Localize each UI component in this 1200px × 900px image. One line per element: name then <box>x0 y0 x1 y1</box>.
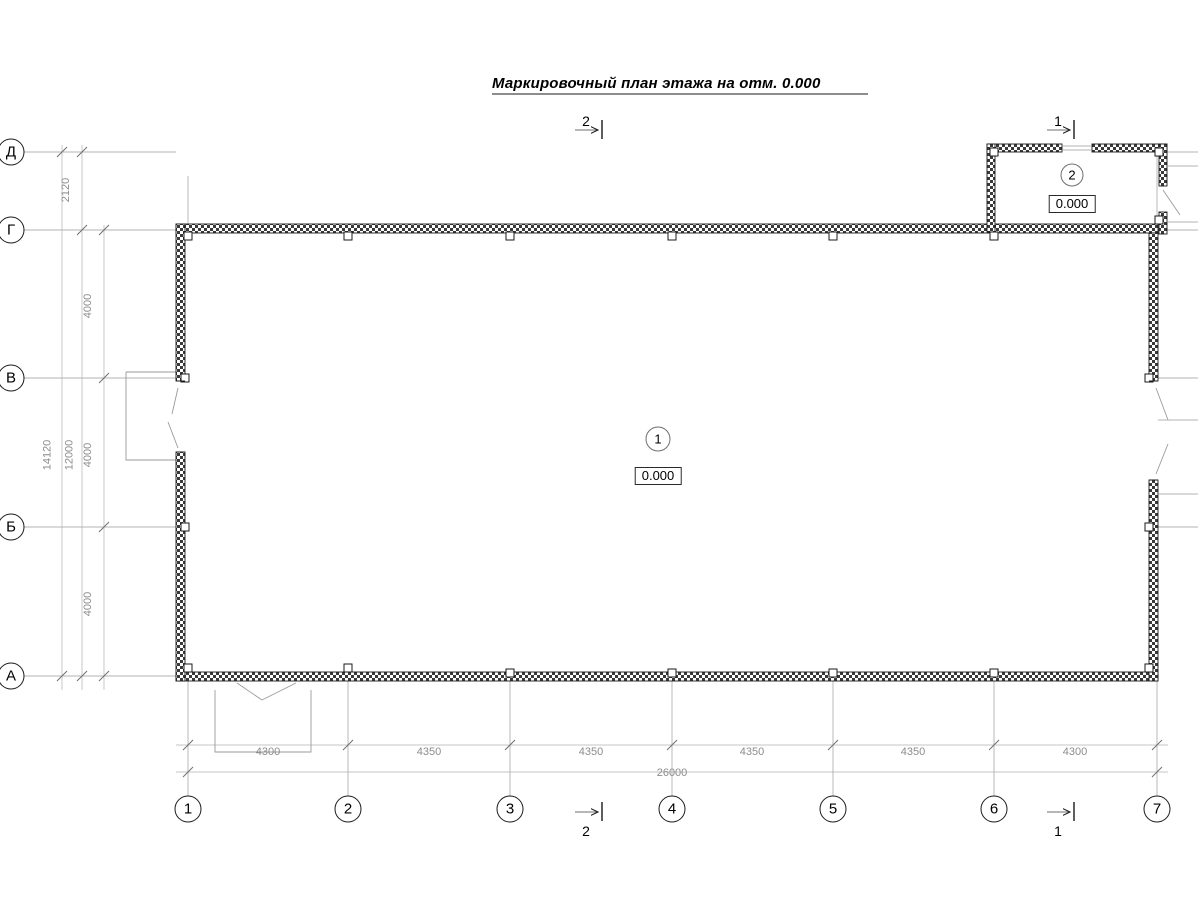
room-number-bubbles <box>645 163 1084 452</box>
section-label-2-top[interactable]: 2 <box>582 113 590 129</box>
grid-col-label-3[interactable]: 3 <box>505 800 515 818</box>
walls-annex <box>986 143 1168 235</box>
grid-axis-lines <box>61 145 1168 773</box>
room-number-1: 1 <box>654 431 662 447</box>
room-number-2: 2 <box>1068 167 1076 183</box>
dim-v-total-inner: 12000 <box>63 439 76 471</box>
section-marker-lines <box>575 120 1075 821</box>
grid-row-label-v[interactable]: В <box>5 369 17 387</box>
dim-h-6: 4300 <box>1062 746 1088 758</box>
door-leaf-lines <box>176 380 1158 481</box>
grid-extension-lines <box>22 150 1198 800</box>
column-markers <box>180 147 1164 678</box>
page-title: Маркировочный план этажа на отм. 0.000 <box>492 75 821 92</box>
outer-platforms <box>125 371 312 753</box>
section-label-1-bottom[interactable]: 1 <box>1054 823 1062 839</box>
room-elevation-2: 0.000 <box>1048 195 1096 213</box>
grid-row-label-b[interactable]: Б <box>6 518 16 536</box>
grid-col-label-1[interactable]: 1 <box>183 800 193 818</box>
grid-row-label-g[interactable]: Г <box>6 221 16 239</box>
dim-v-4000-bottom: 4000 <box>82 591 95 617</box>
door-swings <box>167 189 1181 701</box>
annex-leader-lines <box>1158 165 1198 495</box>
grid-row-label-a[interactable]: А <box>5 667 17 685</box>
room-elevation-1: 0.000 <box>634 467 682 485</box>
section-label-2-bottom[interactable]: 2 <box>582 823 590 839</box>
section-label-1-top[interactable]: 1 <box>1054 113 1062 129</box>
grid-col-label-7[interactable]: 7 <box>1152 800 1162 818</box>
window-opening-annex <box>1062 145 1092 151</box>
grid-row-label-d[interactable]: Д <box>5 143 17 161</box>
dim-v-4000-mid: 4000 <box>82 442 95 468</box>
dim-h-3: 4350 <box>578 746 604 758</box>
dim-v-total-outer: 14120 <box>41 439 54 471</box>
dim-h-total: 26000 <box>656 767 688 779</box>
grid-col-label-5[interactable]: 5 <box>828 800 838 818</box>
grid-col-label-2[interactable]: 2 <box>343 800 353 818</box>
grid-col-label-4[interactable]: 4 <box>667 800 677 818</box>
walls-main-hall <box>175 223 1159 682</box>
dim-v-4000-top: 4000 <box>82 293 95 319</box>
dim-h-2: 4350 <box>416 746 442 758</box>
title-underline <box>492 93 868 95</box>
grid-bubbles <box>0 138 1171 823</box>
dim-h-1: 4300 <box>255 746 281 758</box>
dimension-ticks <box>56 146 1163 778</box>
dim-v-2120: 2120 <box>60 177 73 203</box>
grid-col-label-6[interactable]: 6 <box>989 800 999 818</box>
dim-h-5: 4350 <box>900 746 926 758</box>
dim-h-4: 4350 <box>739 746 765 758</box>
